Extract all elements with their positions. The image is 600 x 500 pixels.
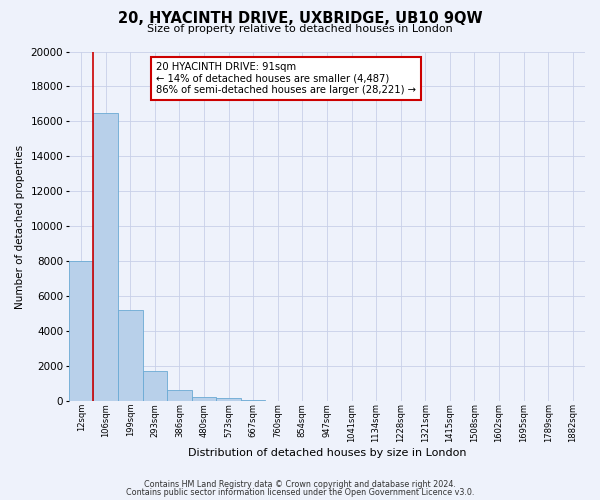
Bar [143, 371, 167, 402]
Text: 20, HYACINTH DRIVE, UXBRIDGE, UB10 9QW: 20, HYACINTH DRIVE, UXBRIDGE, UB10 9QW [118, 11, 482, 26]
Bar [167, 390, 192, 402]
Bar [192, 396, 217, 402]
Y-axis label: Number of detached properties: Number of detached properties [15, 144, 25, 308]
Bar [69, 262, 94, 402]
Text: 20 HYACINTH DRIVE: 91sqm
← 14% of detached houses are smaller (4,487)
86% of sem: 20 HYACINTH DRIVE: 91sqm ← 14% of detach… [155, 62, 416, 95]
Bar [94, 112, 118, 402]
Text: Size of property relative to detached houses in London: Size of property relative to detached ho… [147, 24, 453, 34]
Text: Contains public sector information licensed under the Open Government Licence v3: Contains public sector information licen… [126, 488, 474, 497]
Text: Contains HM Land Registry data © Crown copyright and database right 2024.: Contains HM Land Registry data © Crown c… [144, 480, 456, 489]
X-axis label: Distribution of detached houses by size in London: Distribution of detached houses by size … [188, 448, 466, 458]
Bar [118, 310, 143, 402]
Bar [265, 400, 290, 402]
Bar [217, 398, 241, 402]
Bar [241, 400, 265, 402]
